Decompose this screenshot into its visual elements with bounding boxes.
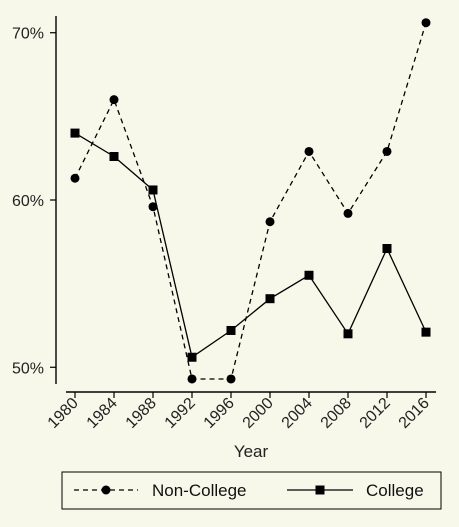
x-tick-label: 2004 <box>279 395 316 432</box>
plot-area: 50%60%70% 1980 1984 1988 1992 1996 2000 2004 20… <box>12 16 436 432</box>
series-line-college <box>74 132 427 359</box>
data-point-non-college <box>304 146 314 156</box>
x-tick-label: 2000 <box>240 395 277 432</box>
data-point-college <box>148 185 158 195</box>
x-tick-label: 1996 <box>201 395 238 432</box>
data-point-college <box>421 327 431 337</box>
y-axis-ticks: 50% 60% 70% <box>12 26 56 377</box>
x-axis-ticks: 1980 1984 1988 1992 1996 2000 2004 2008 2012 2016 <box>45 392 433 432</box>
series-line-non-college <box>74 22 427 380</box>
data-point-college <box>382 244 392 254</box>
x-tick-label: 1992 <box>162 395 199 432</box>
data-point-college <box>343 329 353 339</box>
data-point-non-college <box>421 18 431 28</box>
y-tick-label: 50% <box>12 360 44 377</box>
x-tick-label: 2008 <box>318 395 355 432</box>
data-point-college <box>70 128 80 138</box>
data-point-college <box>226 325 236 335</box>
x-tick-label: 1988 <box>123 395 160 432</box>
data-point-non-college <box>382 146 392 156</box>
data-point-non-college <box>343 208 353 218</box>
data-point-non-college <box>70 173 80 183</box>
legend-circle-marker <box>101 485 111 495</box>
y-tick-label: 70% <box>12 26 44 43</box>
x-tick-label: 1984 <box>84 395 121 432</box>
data-point-college <box>304 270 314 280</box>
legend-label-college: College <box>366 481 424 500</box>
legend-label-non-college: Non-College <box>152 481 247 500</box>
data-point-non-college <box>265 217 275 227</box>
x-tick-label: 2016 <box>396 395 433 432</box>
legend-box <box>61 471 442 510</box>
data-point-college <box>109 152 119 162</box>
legend-item-college: College <box>287 481 424 500</box>
data-point-non-college <box>226 374 236 384</box>
x-tick-label: 2012 <box>357 395 394 432</box>
x-axis-title: Year <box>234 442 269 461</box>
legend: Non-College College <box>61 471 442 510</box>
data-point-non-college <box>187 374 197 384</box>
legend-square-marker <box>315 485 325 495</box>
legend-item-non-college: Non-College <box>74 481 247 500</box>
data-point-college <box>265 294 275 304</box>
x-tick-label: 1980 <box>45 395 82 432</box>
data-point-non-college <box>109 95 119 105</box>
y-tick-label: 60% <box>12 193 44 210</box>
series-layer <box>70 18 431 384</box>
data-point-non-college <box>148 202 158 212</box>
data-point-college <box>187 352 197 362</box>
